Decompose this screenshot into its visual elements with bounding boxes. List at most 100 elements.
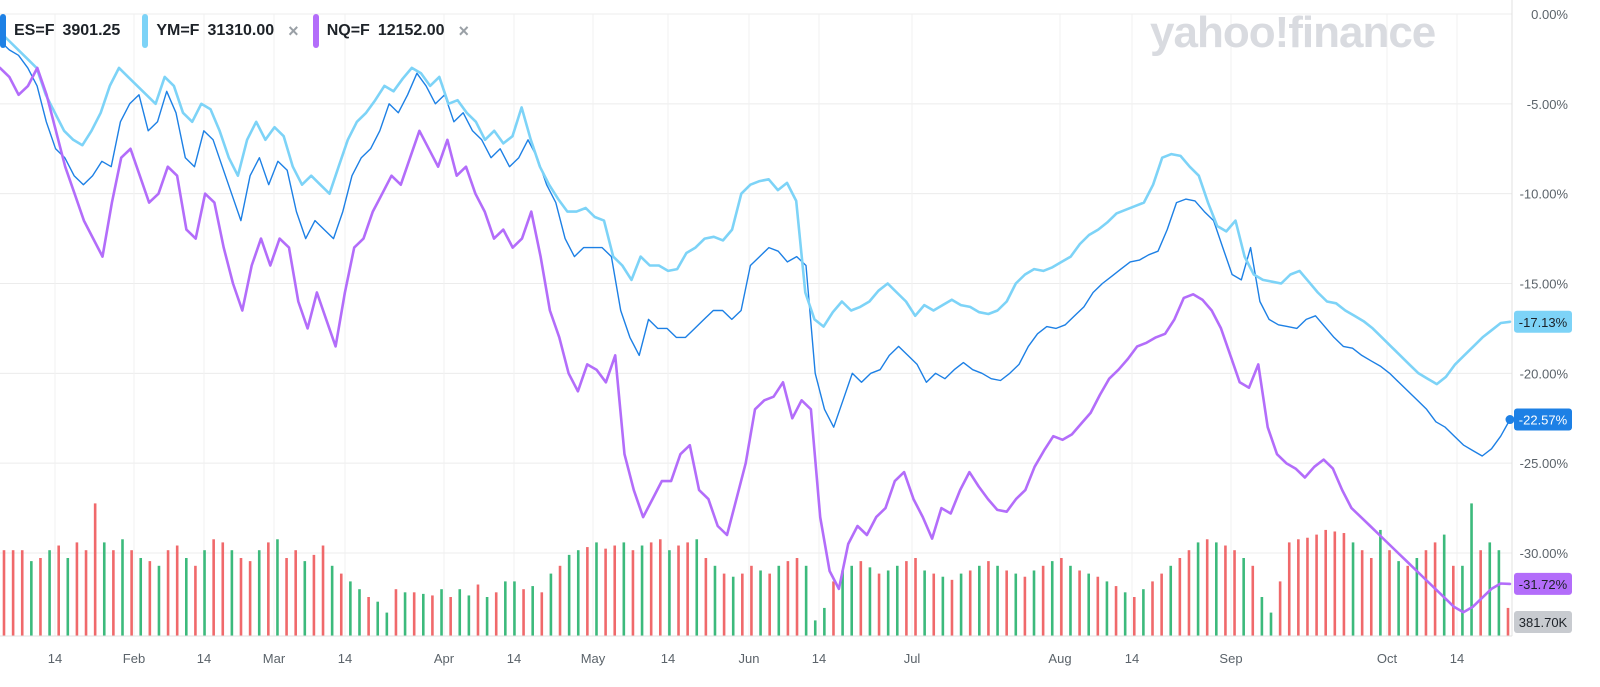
volume-bar [640, 545, 644, 636]
x-tick-label: 14 [1450, 651, 1464, 666]
legend-item-es[interactable]: ES=F 3901.25 [0, 14, 128, 48]
volume-bar [39, 558, 42, 636]
yahoo-finance-watermark: yahoo!finance [1150, 8, 1436, 57]
volume-bar [1406, 565, 1410, 636]
volume-bar [768, 573, 771, 636]
volume-bar [950, 579, 954, 636]
volume-bar [658, 539, 662, 636]
x-tick-label: Jul [904, 651, 921, 666]
legend-item-nq[interactable]: NQ=F 12152.00 × [312, 14, 470, 48]
volume-bar [312, 554, 316, 636]
volume-bar [604, 548, 607, 636]
volume-bar [93, 503, 97, 636]
volume-bar [157, 565, 161, 636]
volume-bar [959, 573, 963, 636]
volume-bar [20, 550, 24, 636]
volume-bar [1497, 550, 1501, 636]
volume-bar [1397, 561, 1400, 636]
volume-bar [385, 612, 389, 636]
volume-bar [932, 573, 936, 636]
y-tick-label: -30.00% [1520, 546, 1569, 561]
volume-bar [522, 589, 525, 636]
volume-bar [449, 597, 452, 636]
volume-bar [1424, 550, 1428, 636]
volume-bar [349, 581, 352, 636]
volume-bar [1479, 550, 1482, 636]
x-tick-label: 14 [338, 651, 352, 666]
volume-bar [649, 542, 653, 636]
volume-bar [1160, 573, 1163, 636]
volume-bar [1087, 573, 1091, 636]
series-line-nq-f [0, 66, 1512, 614]
volume-bar [257, 550, 261, 636]
volume-bar [1078, 570, 1081, 636]
x-tick-label: 14 [661, 651, 675, 666]
x-tick-label: 14 [812, 651, 826, 666]
volume-bar [722, 573, 726, 636]
volume-bar [11, 550, 15, 636]
nq-last-value-badge-bg [1514, 572, 1572, 595]
ym-last-value-badge-bg [1514, 310, 1572, 333]
volume-bar [75, 542, 79, 636]
volume-bar [440, 589, 443, 636]
volume-bar [467, 595, 471, 636]
volume-bar [112, 550, 115, 636]
volume-bar [1142, 589, 1145, 636]
es-last-value-dot [1505, 415, 1515, 425]
x-tick-label: Mar [263, 651, 286, 666]
volume-bar [795, 558, 799, 636]
volume-bar [813, 620, 817, 636]
volume-bar [540, 592, 544, 636]
volume-bar [1242, 558, 1245, 636]
es-last-value-badge: -22.57% [1514, 408, 1572, 431]
volume-bar [1324, 529, 1327, 636]
volume-bar [1342, 533, 1346, 636]
volume-bar [731, 576, 735, 636]
volume-bar [895, 565, 899, 636]
volume-bar [194, 565, 197, 636]
volume-bar [175, 545, 179, 636]
volume-last-value-badge-bg [1514, 611, 1572, 633]
volume-bar [567, 554, 571, 636]
volume-bar [458, 589, 462, 636]
volume-bar [668, 550, 671, 636]
volume-bar [1461, 565, 1464, 636]
volume-bar [1315, 534, 1318, 636]
volume-bar [1096, 576, 1100, 636]
y-tick-label: -20.00% [1520, 366, 1569, 381]
volume-bar [239, 558, 243, 636]
volume-bar [923, 570, 926, 636]
volume-bar [130, 550, 133, 636]
volume-bar [1442, 534, 1446, 636]
volume-bar [1123, 592, 1127, 636]
volume-bar [212, 539, 215, 636]
legend-price: 3901.25 [62, 22, 121, 39]
volume-bar [1287, 542, 1291, 636]
y-tick-label: 0.00% [1531, 7, 1568, 22]
remove-nq-close-icon[interactable]: × [458, 20, 470, 41]
volume-bar [759, 570, 762, 636]
volume-bar [1014, 573, 1018, 636]
remove-ym-close-icon[interactable]: × [288, 20, 299, 41]
volume-bar [1297, 539, 1300, 636]
volume-bar [823, 607, 826, 636]
volume-bar [1196, 542, 1200, 636]
volume-bar [358, 589, 361, 636]
volume-bar [339, 573, 343, 636]
volume-bar [248, 561, 252, 636]
volume-bar [221, 542, 225, 636]
nq-last-value-badge: -31.72% [1514, 572, 1572, 595]
volume-bar [695, 539, 699, 636]
legend-item-ym[interactable]: YM=F 31310.00 × [142, 14, 299, 48]
x-tick-label: Aug [1048, 651, 1071, 666]
volume-bar [741, 573, 744, 636]
volume-bar [877, 573, 881, 636]
volume-bar [1260, 597, 1264, 636]
y-tick-label: -5.00% [1527, 97, 1569, 112]
y-tick-label: -25.00% [1520, 456, 1569, 471]
volume-bar [1114, 586, 1118, 636]
ym-last-value-badge-text: -17.13% [1519, 315, 1568, 330]
volume-bar [941, 576, 945, 636]
